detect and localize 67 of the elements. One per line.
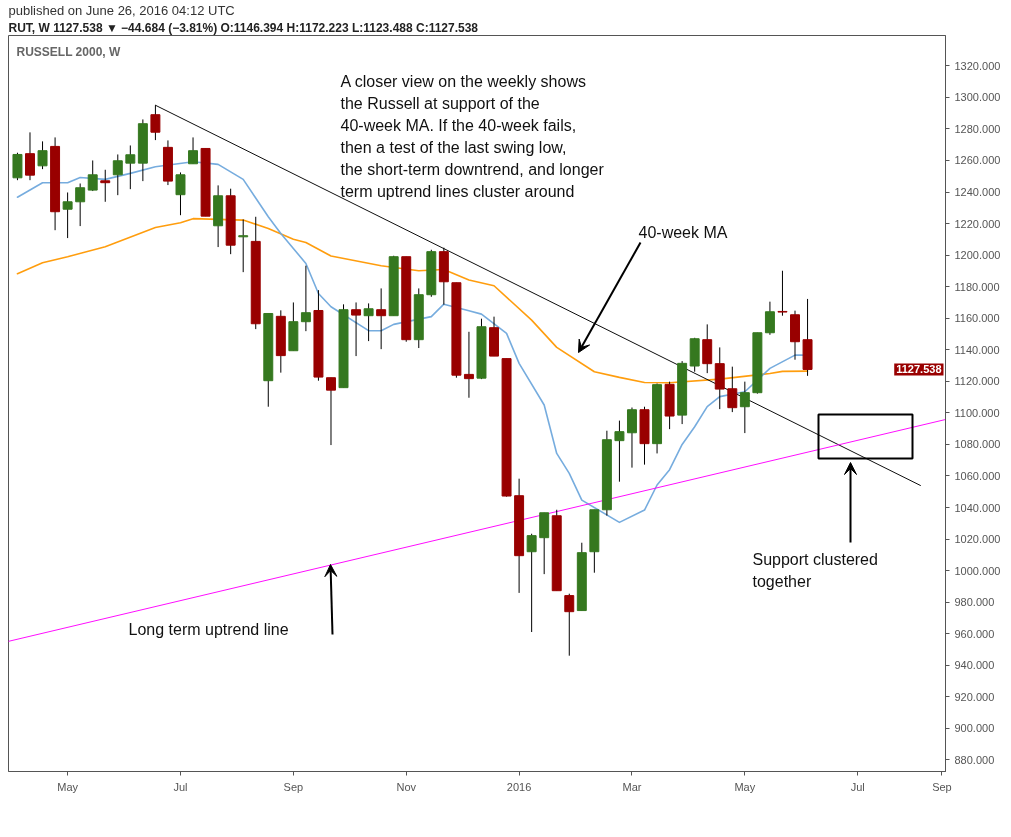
y-tick-label: 1200.000: [954, 249, 1001, 262]
annotation: RUSSELL 2000, W: [16, 44, 121, 59]
y-tick-label: 960.000: [954, 627, 995, 640]
candlestick: [62, 191, 73, 239]
candlestick: [100, 169, 111, 203]
candlestick: [702, 323, 713, 374]
y-tick-label: 1320.000: [954, 59, 1001, 72]
candlestick: [87, 159, 98, 192]
y-tick-label: 1260.000: [954, 154, 1001, 167]
annotation: Long term uptrend line: [128, 621, 289, 638]
candlestick: [764, 301, 775, 336]
x-tick-label: 2016: [506, 780, 532, 793]
candlestick: [112, 153, 123, 196]
annotation: 1127.538: [896, 363, 942, 376]
y-tick-label: 880.000: [954, 753, 995, 766]
candlestick: [12, 152, 23, 181]
chart-subtitle: published on June 26, 2016 04:12 UTC: [8, 2, 235, 18]
x-tick-label: May: [734, 780, 756, 793]
candlestick: [727, 366, 738, 413]
y-tick-label: 1060.000: [954, 470, 1001, 482]
y-tick-label: 1160.000: [954, 312, 1000, 325]
candlestick: [37, 140, 48, 170]
candlestick: [125, 144, 136, 190]
x-tick-label: Sep: [932, 780, 952, 793]
annotation: Support clustered together: [752, 550, 878, 590]
candlestick: [526, 533, 537, 633]
y-tick-label: 1000.000: [954, 564, 1001, 577]
candlestick: [363, 302, 374, 342]
candlestick: [777, 270, 788, 317]
y-tick-label: 1120.000: [954, 375, 1000, 388]
candlestick: [626, 407, 637, 469]
candlestick: [463, 331, 474, 399]
y-tick-label: 1040.000: [954, 501, 1001, 514]
x-tick-label: Nov: [396, 780, 417, 793]
candlestick: [376, 287, 387, 350]
y-tick-label: 900.000: [954, 722, 995, 735]
x-tick-label: Sep: [283, 780, 304, 793]
x-tick-label: Mar: [622, 780, 642, 793]
y-tick-label: 980.000: [954, 596, 995, 609]
y-tick-label: 1280.000: [954, 122, 1001, 135]
y-tick-label: 1020.000: [954, 533, 1001, 546]
y-tick-label: 1140.000: [954, 343, 1000, 356]
y-tick-label: 1300.000: [954, 91, 1001, 104]
candlestick: [300, 265, 311, 332]
x-tick-label: Jul: [850, 780, 865, 793]
y-tick-label: 940.000: [954, 659, 995, 672]
candlestick: [188, 136, 199, 165]
candlestick: [614, 420, 625, 483]
annotation: A closer view on the weekly shows the Russell at support of the 40-week MA. If the 40-week fails, then a test of the last swing low, the short-term downtrend, and longer term uptrend lines cluster around: [340, 72, 605, 200]
y-tick-label: 1240.000: [954, 186, 1001, 199]
y-tick-label: 1080.000: [954, 438, 1001, 451]
x-tick-label: Jul: [173, 780, 188, 793]
candlestick: [75, 182, 86, 227]
y-tick-label: 1100.000: [954, 406, 1000, 419]
x-tick-label: May: [57, 780, 79, 793]
annotation: 40-week MA: [638, 224, 728, 241]
candlestick: [351, 301, 362, 357]
candlestick: [564, 593, 575, 657]
chart-title: RUT, W 1127.538 ▼ −44.684 (−3.81%) O:1146.394 H:1172.223 L:1123.488 C:1127.538: [8, 20, 479, 35]
candlestick: [326, 377, 336, 446]
y-tick-label: 1220.000: [954, 217, 1001, 230]
candlestick: [739, 381, 750, 434]
y-tick-label: 920.000: [954, 690, 995, 703]
candlestick: [238, 218, 249, 273]
candlestick: [25, 131, 35, 181]
y-tick-label: 1180.000: [954, 280, 1000, 293]
candlestick: [175, 171, 186, 216]
